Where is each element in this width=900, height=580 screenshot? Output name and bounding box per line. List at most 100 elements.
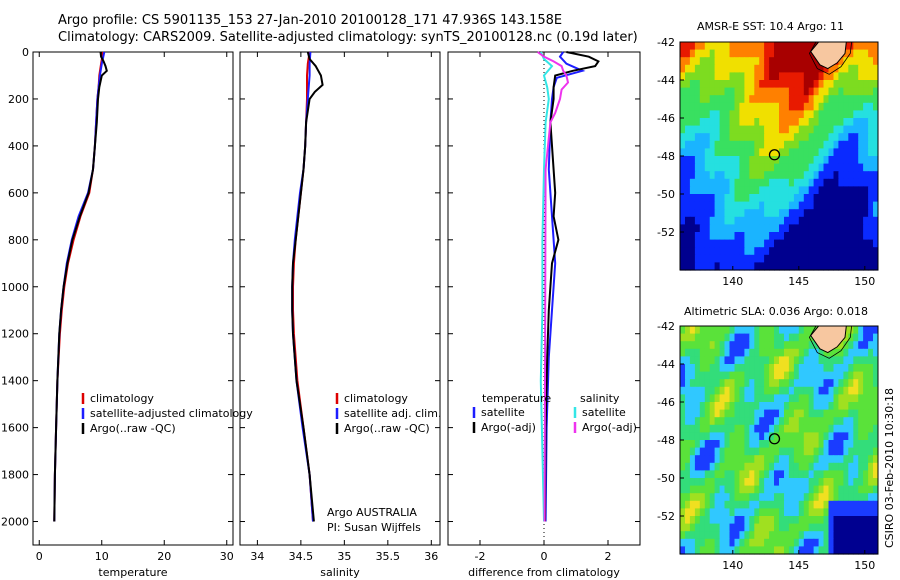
- map-cell: [769, 49, 775, 58]
- map-cell: [734, 209, 740, 218]
- map-cell: [813, 356, 820, 365]
- map-cell: [734, 424, 740, 433]
- map-cell: [779, 364, 785, 373]
- map-cell: [784, 57, 790, 66]
- map-cell: [788, 470, 795, 479]
- map-cell: [828, 186, 834, 195]
- map-cell: [699, 49, 706, 58]
- x-tick-label: 20: [157, 550, 171, 563]
- map-cell: [868, 386, 874, 395]
- map-cell: [724, 102, 730, 111]
- map-cell: [784, 163, 790, 172]
- map-cell: [729, 424, 735, 433]
- map-cell: [680, 470, 686, 479]
- map-cell: [714, 133, 721, 142]
- map-cell: [774, 364, 780, 373]
- map-cell: [803, 232, 810, 241]
- map-cell: [858, 440, 864, 449]
- map-cell: [808, 171, 815, 180]
- map-cell: [784, 118, 790, 127]
- map-cell: [858, 262, 864, 271]
- map-cell: [764, 232, 770, 241]
- map-cell: [813, 402, 820, 411]
- map-cell: [754, 538, 760, 547]
- map-cell: [694, 493, 701, 502]
- map-cell: [843, 470, 849, 479]
- map-cell: [689, 171, 696, 180]
- map-cell: [833, 371, 839, 380]
- map-cell: [749, 42, 755, 51]
- map-cell: [774, 262, 780, 271]
- map-cell: [724, 72, 730, 81]
- map-cell: [739, 42, 745, 51]
- map-cell: [699, 417, 706, 426]
- map-cell: [704, 239, 711, 248]
- map-cell: [754, 531, 760, 540]
- map-cell: [848, 485, 854, 494]
- map-cell: [853, 87, 859, 96]
- map-cell: [734, 42, 740, 51]
- map-cell: [719, 500, 726, 509]
- map-cell: [694, 455, 701, 464]
- map-cell: [709, 232, 716, 241]
- map-cell: [764, 485, 770, 494]
- map-cell: [853, 326, 859, 335]
- map-cell: [823, 470, 829, 479]
- map-cell: [823, 102, 829, 111]
- map-cell: [709, 326, 716, 335]
- legend-title-salinity: salinity: [580, 392, 620, 405]
- map-cell: [764, 216, 770, 225]
- map-cell: [694, 333, 701, 342]
- map-cell: [754, 163, 760, 172]
- map-cell: [823, 201, 829, 210]
- map-cell: [853, 178, 859, 187]
- map-cell: [823, 171, 829, 180]
- map-cell: [788, 72, 795, 81]
- map-cell: [873, 424, 879, 433]
- map-cell: [699, 333, 706, 342]
- map-cell: [734, 118, 740, 127]
- map-cell: [853, 80, 859, 89]
- map-cell: [685, 95, 691, 104]
- map-cell: [739, 546, 745, 555]
- map-cell: [848, 386, 854, 395]
- map-cell: [685, 186, 691, 195]
- map-cell: [699, 118, 706, 127]
- map-cell: [769, 148, 775, 157]
- map-cell: [709, 523, 716, 532]
- map-cell: [749, 110, 755, 119]
- map-cell: [754, 371, 760, 380]
- map-cell: [853, 379, 859, 388]
- map-cell: [729, 64, 735, 73]
- map-cell: [694, 64, 701, 73]
- map-cell: [779, 470, 785, 479]
- map-cell: [685, 386, 691, 395]
- map-cell: [833, 87, 839, 96]
- map-cell: [759, 364, 765, 373]
- map-cell: [724, 87, 730, 96]
- map-cell: [749, 371, 755, 380]
- map-cell: [704, 478, 711, 487]
- map-cell: [798, 409, 805, 418]
- map-cell: [818, 201, 825, 210]
- map-cell: [694, 447, 701, 456]
- map-cell: [680, 455, 686, 464]
- map-cell: [828, 194, 834, 203]
- map-cell: [838, 254, 844, 263]
- map-cell: [754, 49, 760, 58]
- map-cell: [808, 80, 815, 89]
- map-cell: [818, 118, 825, 127]
- map-cell: [798, 546, 805, 555]
- map-cell: [744, 163, 750, 172]
- map-cell: [774, 379, 780, 388]
- map-cell: [779, 371, 785, 380]
- map-cell: [729, 409, 735, 418]
- map-cell: [793, 348, 800, 357]
- map-cell: [689, 125, 696, 134]
- map-cell: [873, 163, 879, 172]
- map-cell: [863, 209, 869, 218]
- map-cell: [858, 125, 864, 134]
- map-cell: [714, 371, 721, 380]
- map-cell: [680, 462, 686, 471]
- map-cell: [689, 333, 696, 342]
